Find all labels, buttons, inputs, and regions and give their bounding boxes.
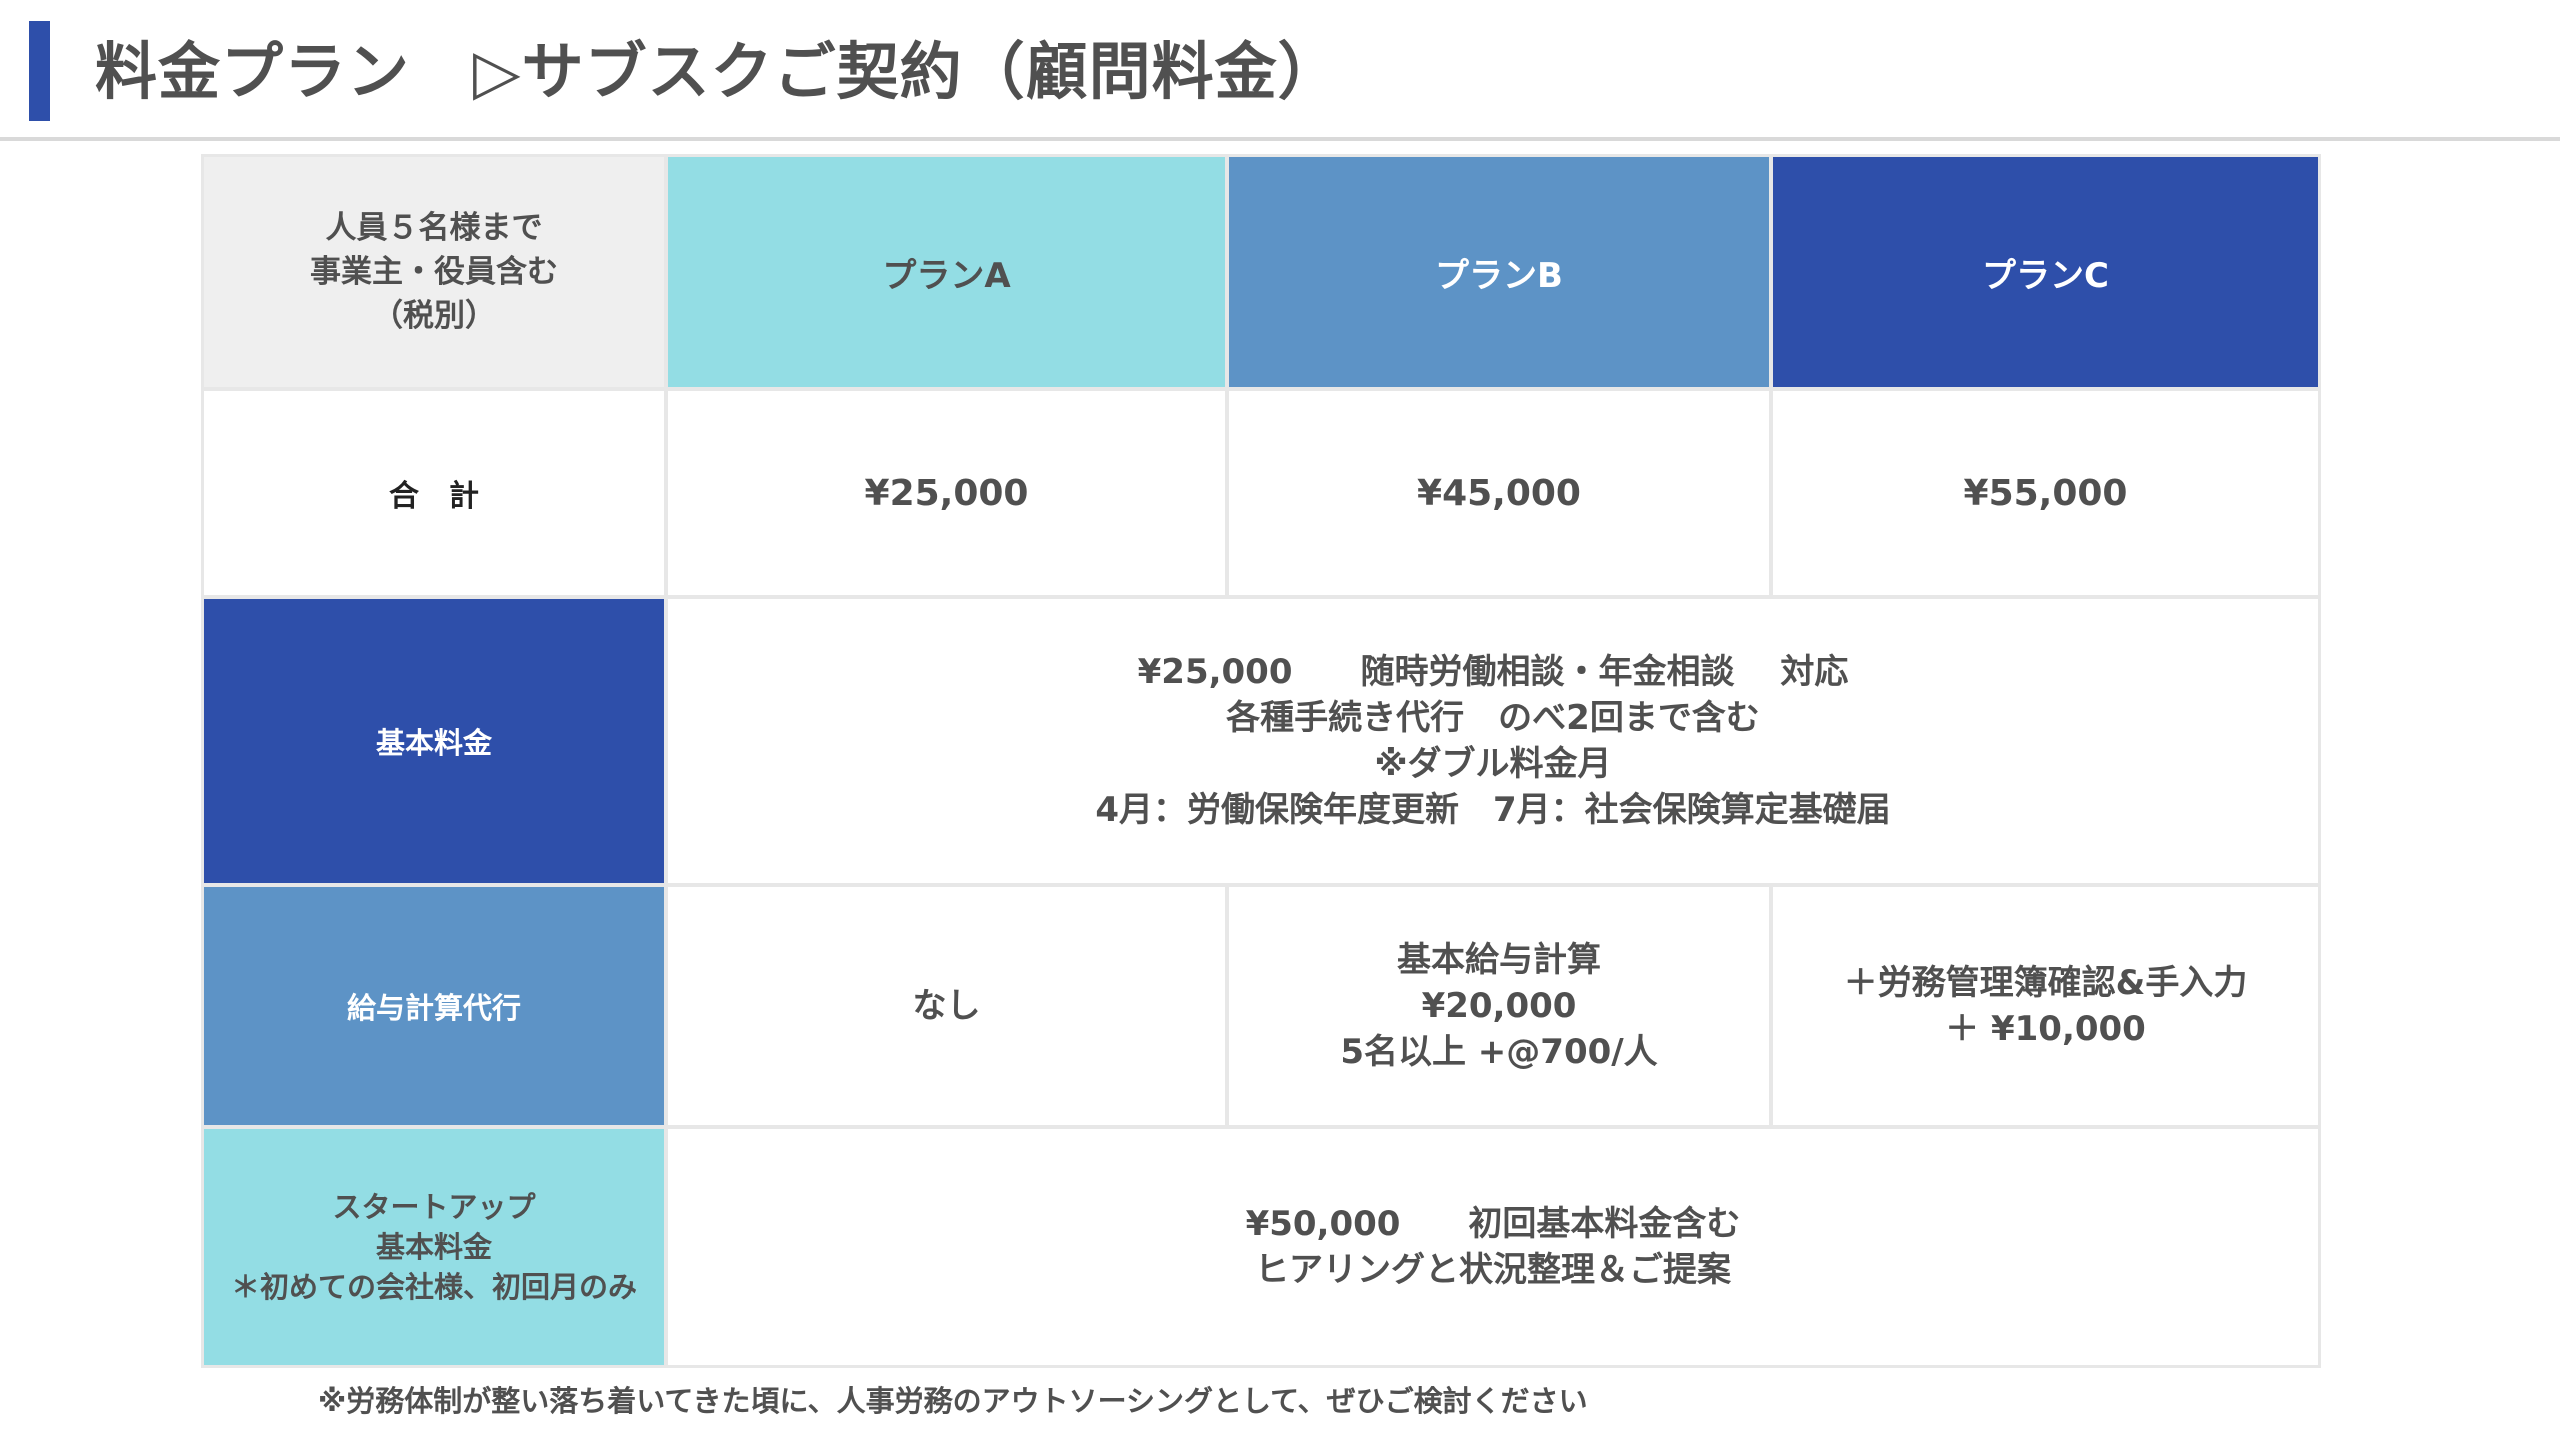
total-plan-a-price: ¥25,000	[864, 472, 1029, 514]
title-accent-bar	[29, 21, 50, 121]
plan-c-header: プランC	[1773, 157, 2318, 387]
basic-fee-content-cell: ¥25,000 随時労働相談・年金相談 対応 各種手続き代行 のべ2回まで含む …	[668, 599, 2318, 883]
payroll-plan-b-cell: 基本給与計算 ¥20,000 5名以上 +@700/人	[1229, 887, 1769, 1125]
plan-a-header: プランA	[668, 157, 1225, 387]
total-plan-b-price: ¥45,000	[1417, 472, 1581, 514]
title-divider	[0, 137, 2560, 141]
corner-label: 人員５名様まで 事業主・役員含む （税別）	[310, 210, 558, 334]
total-plan-a-cell: ¥25,000	[668, 391, 1225, 595]
plan-b-label: プランB	[1435, 255, 1563, 296]
basic-fee-label: 基本料金	[375, 726, 492, 760]
footnote: ※労務体制が整い落ち着いてきた頃に、人事労務のアウトソーシングとして、ぜひご検討…	[318, 1384, 1588, 1418]
payroll-label: 給与計算代行	[346, 991, 521, 1025]
pricing-table: 人員５名様まで 事業主・役員含む （税別） プランA プランB プランC 合 計…	[201, 154, 2321, 1368]
payroll-plan-a-cell: なし	[668, 887, 1225, 1125]
total-label: 合 計	[389, 479, 479, 514]
payroll-label-cell: 給与計算代行	[204, 887, 664, 1125]
plan-a-label: プランA	[882, 255, 1011, 296]
total-plan-b-cell: ¥45,000	[1229, 391, 1769, 595]
plan-b-header: プランB	[1229, 157, 1769, 387]
startup-label-cell: スタートアップ 基本料金 ＊初めての会社様、初回月のみ	[204, 1129, 664, 1365]
payroll-plan-b: 基本給与計算 ¥20,000 5名以上 +@700/人	[1340, 940, 1658, 1072]
plan-c-label: プランC	[1982, 255, 2109, 296]
startup-content-cell: ¥50,000 初回基本料金含む ヒアリングと状況整理＆ご提案	[668, 1129, 2318, 1365]
startup-label: スタートアップ 基本料金 ＊初めての会社様、初回月のみ	[230, 1190, 637, 1304]
startup-content: ¥50,000 初回基本料金含む ヒアリングと状況整理＆ご提案	[1245, 1204, 1741, 1290]
payroll-plan-c: ＋労務管理簿確認&手入力 ＋ ¥10,000	[1843, 963, 2248, 1049]
corner-header-cell: 人員５名様まで 事業主・役員含む （税別）	[204, 157, 664, 387]
total-plan-c-cell: ¥55,000	[1773, 391, 2318, 595]
payroll-plan-a: なし	[912, 986, 981, 1026]
basic-fee-content: ¥25,000 随時労働相談・年金相談 対応 各種手続き代行 のべ2回まで含む …	[1095, 652, 1891, 830]
basic-fee-label-cell: 基本料金	[204, 599, 664, 883]
total-label-cell: 合 計	[204, 391, 664, 595]
total-plan-c-price: ¥55,000	[1963, 472, 2128, 514]
page-title: 料金プラン ▷サブスクご契約（顧問料金）	[95, 35, 1341, 108]
payroll-plan-c-cell: ＋労務管理簿確認&手入力 ＋ ¥10,000	[1773, 887, 2318, 1125]
